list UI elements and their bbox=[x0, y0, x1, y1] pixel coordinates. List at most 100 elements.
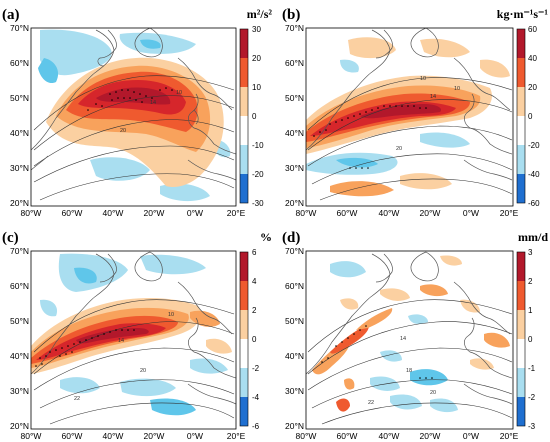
svg-text:40°W: 40°W bbox=[103, 431, 124, 441]
svg-text:80°W: 80°W bbox=[296, 431, 317, 441]
svg-text:-30: -30 bbox=[252, 199, 264, 208]
svg-text:80°W: 80°W bbox=[21, 208, 42, 218]
svg-text:-3: -3 bbox=[528, 422, 536, 431]
contour-label: 20 bbox=[430, 390, 436, 396]
svg-text:20°N: 20°N bbox=[285, 198, 304, 208]
svg-text:60°W: 60°W bbox=[337, 431, 358, 441]
panel-d-lon-ticks: 80°W 60°W 40°W 20°W 0°W 20°E bbox=[296, 431, 519, 441]
svg-text:60°N: 60°N bbox=[10, 281, 29, 291]
svg-text:50°N: 50°N bbox=[10, 93, 29, 103]
contour-label: 14 bbox=[150, 100, 156, 106]
svg-text:20°W: 20°W bbox=[420, 431, 441, 441]
svg-text:60°N: 60°N bbox=[285, 281, 304, 291]
svg-text:40: 40 bbox=[528, 54, 537, 63]
svg-text:4: 4 bbox=[252, 277, 257, 286]
panel-d-lat-ticks: 70°N 60°N 50°N 40°N 30°N 20°N bbox=[285, 246, 304, 431]
panel-c: 14 22 20 10 (c) % 70°N 60°N 50°N 40°N 30… bbox=[2, 230, 272, 441]
panel-d-unit: mm/d bbox=[518, 230, 548, 244]
contour-label: 20 bbox=[396, 146, 402, 152]
svg-text:-20: -20 bbox=[252, 170, 264, 179]
svg-text:0°W: 0°W bbox=[463, 208, 479, 218]
contour-label: 20 bbox=[120, 128, 126, 134]
panel-b-map: 14 10 20 10 bbox=[306, 28, 513, 206]
contour-label: 22 bbox=[368, 400, 374, 406]
svg-text:0: 0 bbox=[252, 112, 257, 121]
svg-text:6: 6 bbox=[252, 248, 257, 257]
panel-d-map: 14 18 22 20 bbox=[306, 251, 513, 429]
panel-d-colorbar: 3 2 1 0 -1 -2 -3 bbox=[516, 248, 536, 431]
svg-text:2: 2 bbox=[252, 306, 257, 315]
svg-text:0°W: 0°W bbox=[463, 431, 479, 441]
svg-text:-20: -20 bbox=[528, 141, 540, 150]
svg-text:3: 3 bbox=[528, 248, 533, 257]
svg-text:0°W: 0°W bbox=[187, 431, 203, 441]
contour-label: 20 bbox=[140, 368, 146, 374]
svg-text:0: 0 bbox=[528, 112, 533, 121]
svg-text:40°N: 40°N bbox=[10, 128, 29, 138]
svg-text:20°W: 20°W bbox=[420, 208, 441, 218]
svg-text:-40: -40 bbox=[528, 170, 540, 179]
svg-text:70°N: 70°N bbox=[10, 23, 29, 33]
panel-a-colorbar: 30 20 10 0 -10 -20 -30 bbox=[239, 25, 264, 208]
svg-text:20°E: 20°E bbox=[500, 208, 519, 218]
panel-a: 20 14 10 (a) m²/s² 70°N 60°N 50°N 40°N 3… bbox=[2, 7, 272, 218]
svg-text:30°N: 30°N bbox=[285, 163, 304, 173]
svg-text:40°W: 40°W bbox=[103, 208, 124, 218]
svg-text:20°W: 20°W bbox=[144, 208, 165, 218]
svg-text:20°E: 20°E bbox=[500, 431, 519, 441]
svg-text:40°W: 40°W bbox=[379, 431, 400, 441]
svg-text:-6: -6 bbox=[252, 422, 260, 431]
panel-a-lat-ticks: 70°N 60°N 50°N 40°N 30°N 20°N bbox=[10, 23, 29, 208]
svg-text:20°E: 20°E bbox=[227, 431, 246, 441]
panel-b-lat-ticks: 70°N 60°N 50°N 40°N 30°N 20°N bbox=[285, 23, 304, 208]
svg-text:-2: -2 bbox=[528, 393, 536, 402]
panel-c-unit: % bbox=[260, 230, 272, 244]
svg-text:70°N: 70°N bbox=[285, 246, 304, 256]
panel-c-lon-ticks: 80°W 60°W 40°W 20°W 0°W 20°E bbox=[21, 431, 246, 441]
svg-text:20°W: 20°W bbox=[144, 431, 165, 441]
svg-text:20: 20 bbox=[252, 54, 261, 63]
svg-text:60°W: 60°W bbox=[62, 431, 83, 441]
svg-text:30°N: 30°N bbox=[285, 386, 304, 396]
svg-text:-60: -60 bbox=[528, 199, 540, 208]
panel-b-colorbar: 60 40 20 0 -20 -40 -60 bbox=[516, 25, 540, 208]
panel-d-label: (d) bbox=[282, 230, 300, 246]
panel-c-colorbar: 6 4 2 0 -2 -4 -6 bbox=[239, 248, 260, 431]
svg-text:60°W: 60°W bbox=[337, 208, 358, 218]
svg-text:40°N: 40°N bbox=[10, 351, 29, 361]
contour-label: 18 bbox=[406, 368, 412, 374]
panel-a-map: 20 14 10 bbox=[31, 28, 236, 206]
svg-text:50°N: 50°N bbox=[285, 316, 304, 326]
svg-text:80°W: 80°W bbox=[296, 208, 317, 218]
panel-c-map: 14 22 20 10 bbox=[31, 251, 236, 429]
svg-text:20°N: 20°N bbox=[10, 421, 29, 431]
svg-text:-4: -4 bbox=[252, 393, 260, 402]
panel-b-label: (b) bbox=[282, 7, 300, 23]
svg-text:80°W: 80°W bbox=[21, 431, 42, 441]
svg-text:60°N: 60°N bbox=[285, 58, 304, 68]
panel-c-lat-ticks: 70°N 60°N 50°N 40°N 30°N 20°N bbox=[10, 246, 29, 431]
svg-text:-2: -2 bbox=[252, 364, 260, 373]
svg-text:60°W: 60°W bbox=[62, 208, 83, 218]
svg-text:40°N: 40°N bbox=[285, 128, 304, 138]
svg-text:70°N: 70°N bbox=[10, 246, 29, 256]
svg-text:10: 10 bbox=[252, 83, 261, 92]
svg-text:40°N: 40°N bbox=[285, 351, 304, 361]
contour-label: 10 bbox=[176, 90, 182, 96]
svg-text:20: 20 bbox=[528, 83, 537, 92]
panel-b-frame bbox=[305, 27, 514, 207]
contour-label: 14 bbox=[400, 336, 406, 342]
svg-text:60°N: 60°N bbox=[10, 58, 29, 68]
svg-text:70°N: 70°N bbox=[285, 23, 304, 33]
contour-label: 22 bbox=[74, 396, 80, 402]
svg-text:50°N: 50°N bbox=[10, 316, 29, 326]
svg-text:30°N: 30°N bbox=[10, 386, 29, 396]
svg-text:0°W: 0°W bbox=[187, 208, 203, 218]
svg-text:0: 0 bbox=[252, 335, 257, 344]
svg-text:30°N: 30°N bbox=[10, 163, 29, 173]
panel-a-lon-ticks: 80°W 60°W 40°W 20°W 0°W 20°E bbox=[21, 208, 246, 218]
svg-text:-10: -10 bbox=[252, 141, 264, 150]
svg-text:2: 2 bbox=[528, 277, 533, 286]
svg-text:40°W: 40°W bbox=[379, 208, 400, 218]
panel-a-label: (a) bbox=[2, 7, 20, 23]
